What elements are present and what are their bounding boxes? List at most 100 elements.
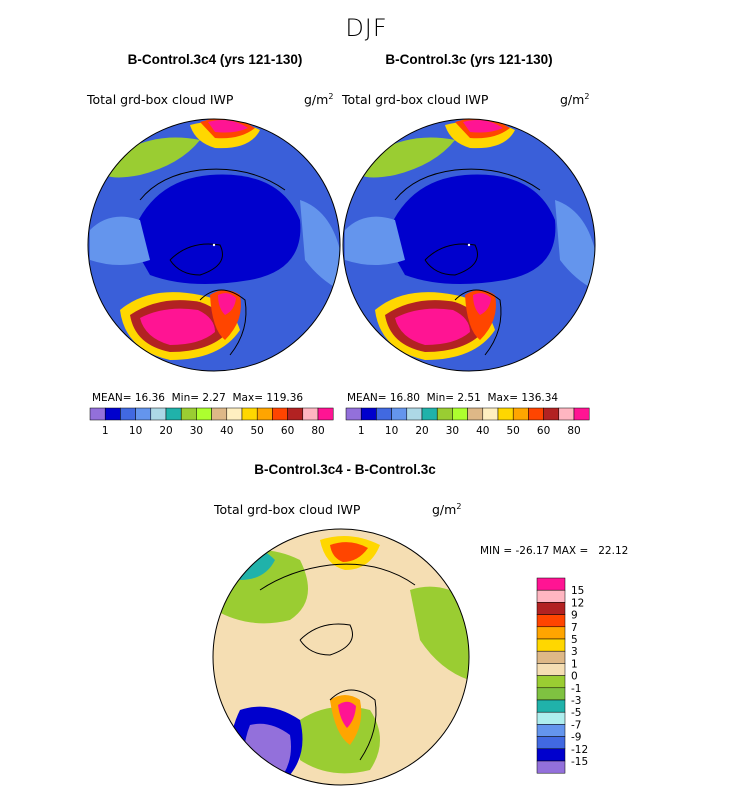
panel2-units: g/m2 xyxy=(560,92,590,108)
colorbar-swatch xyxy=(536,589,566,603)
colorbar-swatch xyxy=(558,407,575,421)
colorbar-swatch xyxy=(467,407,484,421)
map1-pole-marker xyxy=(212,243,216,247)
colorbar-swatch xyxy=(196,407,212,421)
colorbar1: 1 10 20 30 40 50 60 80 xyxy=(89,407,334,437)
colorbar-tick-label: 5 xyxy=(571,634,578,646)
map2-atlantic-field xyxy=(345,216,405,265)
colorbar-tick-label: 15 xyxy=(571,585,584,597)
colorbar2: 1 10 20 30 40 50 60 80 xyxy=(345,407,590,437)
colorbar-tick-label: 7 xyxy=(571,622,578,634)
colorbar-tick-label: 80 xyxy=(311,425,324,437)
colorbar-swatch xyxy=(536,650,566,664)
panel1-stats: MEAN= 16.36 Min= 2.27 Max= 119.36 xyxy=(92,392,304,404)
map1-coast-b xyxy=(139,168,286,201)
map3-east-green xyxy=(410,586,469,680)
colorbar-tick-label: 50 xyxy=(507,425,520,437)
colorbar-tick-label: 1 xyxy=(571,658,578,670)
colorbar-swatch xyxy=(536,699,566,713)
colorbar-swatch xyxy=(360,407,377,421)
colorbar-swatch xyxy=(536,626,566,640)
map1-south-magenta xyxy=(140,308,215,345)
colorbar-tick-label: 80 xyxy=(567,425,580,437)
map3-border xyxy=(212,528,470,786)
colorbar-swatch xyxy=(536,711,566,725)
colorbar-tick-label: 40 xyxy=(220,425,233,437)
colorbar-swatch xyxy=(272,407,288,421)
colorbar-swatch xyxy=(180,407,197,421)
colorbar-tick-label: -7 xyxy=(571,719,581,731)
map2-coast-c xyxy=(454,289,502,356)
map1-border xyxy=(87,118,341,372)
colorbar-tick-label: 50 xyxy=(251,425,264,437)
panel2-stats: MEAN= 16.80 Min= 2.51 Max= 136.34 xyxy=(347,392,559,404)
colorbar-tick-label: 10 xyxy=(129,425,142,437)
map1-atlantic-field xyxy=(90,216,150,265)
colorbar-tick-label: -3 xyxy=(571,695,581,707)
colorbar-swatch xyxy=(573,407,590,421)
colorbar-swatch xyxy=(536,760,566,774)
colorbar-swatch xyxy=(528,407,544,421)
colorbar-swatch xyxy=(536,687,566,701)
colorbar-tick-label: -1 xyxy=(571,683,581,695)
map2-coast-a xyxy=(424,243,478,276)
map2-ridge-magenta xyxy=(473,293,491,315)
colorbar-tick-label: -5 xyxy=(571,707,581,719)
colorbar-swatch xyxy=(317,407,334,421)
map2-border xyxy=(342,118,596,372)
colorbar-swatch xyxy=(226,407,243,421)
colorbar-tick-label: 10 xyxy=(385,425,398,437)
colorbar-swatch xyxy=(406,407,423,421)
map2-coast-b xyxy=(394,168,541,201)
colorbar-swatch xyxy=(345,407,362,421)
colorbar-swatch xyxy=(287,407,304,421)
colorbar-swatch xyxy=(512,407,529,421)
colorbar-swatch xyxy=(104,407,121,421)
colorbar-swatch xyxy=(536,638,566,652)
colorbar-tick-label: -15 xyxy=(571,756,588,768)
colorbar-tick-label: 20 xyxy=(415,425,428,437)
colorbar-swatch xyxy=(135,407,152,421)
map2-top-magenta xyxy=(463,120,503,133)
colorbar-swatch xyxy=(497,407,514,421)
colorbar-swatch xyxy=(536,675,566,689)
colorbar-swatch xyxy=(89,407,106,421)
colorbar-swatch xyxy=(120,407,136,421)
colorbar-swatch xyxy=(452,407,468,421)
colorbar-swatch xyxy=(376,407,392,421)
colorbar-tick-label: 40 xyxy=(476,425,489,437)
colorbar-swatch xyxy=(536,577,566,591)
map3-south-purple xyxy=(243,723,291,785)
colorbar-swatch xyxy=(543,407,560,421)
colorbar-tick-label: 0 xyxy=(571,671,578,683)
colorbar-swatch xyxy=(211,407,228,421)
colorbar-tick-label: 20 xyxy=(159,425,172,437)
colorbar-tick-label: 1 xyxy=(102,425,109,437)
map2-arctic-low xyxy=(385,174,556,284)
map1-top-magenta xyxy=(208,120,248,133)
panel1-variable: Total grd-box cloud IWP xyxy=(87,92,234,107)
colorbar-tick-label: 30 xyxy=(446,425,459,437)
colorbar-swatch xyxy=(482,407,499,421)
colorbar-swatch xyxy=(256,407,273,421)
panel1-title: B-Control.3c4 (yrs 121-130) xyxy=(127,52,303,67)
panel2-map xyxy=(343,119,595,371)
panel1-units: g/m2 xyxy=(304,92,334,108)
colorbar-tick-label: -9 xyxy=(571,732,581,744)
colorbar-swatch xyxy=(241,407,258,421)
colorbar-tick-label: 60 xyxy=(281,425,294,437)
map2-south-magenta xyxy=(395,308,470,345)
map3-top-orange xyxy=(330,542,368,562)
colorbar-tick-label: 60 xyxy=(537,425,550,437)
colorbar-swatch xyxy=(391,407,408,421)
panel3-minmax: MIN = -26.17 MAX = 22.12 xyxy=(480,545,629,557)
panel3-units: g/m2 xyxy=(432,502,462,518)
colorbar-tick-label: -12 xyxy=(571,744,588,756)
panel1-map xyxy=(88,119,340,371)
season-title: DJF xyxy=(345,14,388,42)
colorbar-tick-label: 12 xyxy=(571,597,584,609)
map2-pole-marker xyxy=(467,243,471,247)
colorbar-tick-label: 3 xyxy=(571,646,578,658)
